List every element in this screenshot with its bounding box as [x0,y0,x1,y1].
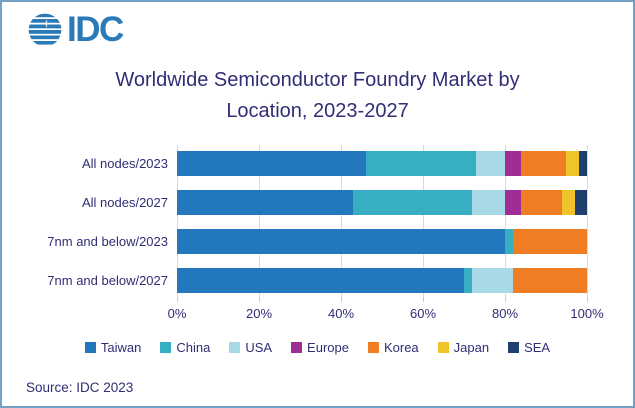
legend-swatch [291,342,303,353]
axis-tick [259,297,260,302]
legend-item-sea: SEA [508,340,550,355]
bar-segment-korea [513,229,587,254]
plot-area: 0% 20% 40% 60% 80% 100% All nodes/2023 All node… [47,145,604,321]
legend-item-korea: Korea [367,340,419,355]
x-tick-label: 40% [327,306,355,321]
legend-label: Europe [307,340,349,355]
legend-item-usa: USA [229,340,272,355]
bar-segment-korea [513,268,587,293]
bar-segment-europe [504,190,522,215]
legend-item-europe: Europe [291,340,349,355]
bar-segment-china [353,190,473,215]
gridline [505,145,506,297]
legend-label: Taiwan [100,340,142,355]
bar-segment-china [464,268,473,293]
category-label: All nodes/2023 [81,156,168,171]
x-tick-label: 0% [167,306,187,321]
bar-segment-usa [476,151,505,176]
bar-segment-taiwan [177,268,464,293]
logo-text: IDC [67,10,124,49]
legend-swatch [84,342,96,353]
category-label: All nodes/2027 [81,195,168,210]
legend: Taiwan China USA Europe Korea Japan SEA [2,340,633,355]
bar-segment-korea [521,190,563,215]
bar-segment-europe [504,151,522,176]
x-tick-label: 20% [245,306,273,321]
legend-label: Japan [453,340,490,355]
bar-segment-japan [566,151,579,176]
legend-swatch [367,342,379,353]
gridline [587,145,588,297]
x-tick-label: 60% [409,306,437,321]
bar-segment-sea [578,151,587,176]
legend-item-taiwan: Taiwan [84,340,142,355]
bar-segment-japan [562,190,575,215]
stacked-bar [177,229,587,254]
category-label: 7nm and below/2023 [47,234,168,249]
bar-segment-taiwan [177,190,354,215]
axis-tick [587,297,588,302]
legend-swatch [160,342,172,353]
chart-title-line2: Location, 2023-2027 [226,100,409,122]
gridline [423,145,424,297]
axis-tick [341,297,342,302]
legend-label: USA [245,340,273,355]
bar-segment-usa [472,268,514,293]
x-tick-label: 100% [570,306,604,321]
idc-globe-icon [28,13,62,45]
axis-tick [505,297,506,302]
legend-item-japan: Japan [437,340,490,355]
legend-label: Korea [383,340,419,355]
legend-label: China [176,340,211,355]
chart-title-line1: Worldwide Semiconductor Foundry Market b… [115,69,520,91]
bar-segment-usa [472,190,505,215]
idc-logo: IDC [26,10,124,49]
stacked-bar [177,190,587,215]
bar-segment-taiwan [177,151,366,176]
axis-tick [423,297,424,302]
legend-swatch [437,342,449,353]
bar-segment-korea [521,151,567,176]
legend-label: SEA [524,340,551,355]
gridline [177,145,178,297]
stacked-bar [177,151,587,176]
gridline [341,145,342,297]
gridline [259,145,260,297]
x-tick-label: 80% [491,306,519,321]
legend-swatch [229,342,241,353]
stacked-bar [177,268,587,293]
axis-tick [177,297,178,302]
legend-item-china: China [160,340,210,355]
legend-swatch [508,342,520,353]
bar-segment-sea [574,190,587,215]
bar-segment-taiwan [177,229,505,254]
source-text: Source: IDC 2023 [26,380,134,395]
bar-segment-china [505,229,514,254]
category-label: 7nm and below/2027 [47,273,168,288]
bar-segment-china [365,151,477,176]
chart-title: Worldwide Semiconductor Foundry Market b… [2,65,633,127]
